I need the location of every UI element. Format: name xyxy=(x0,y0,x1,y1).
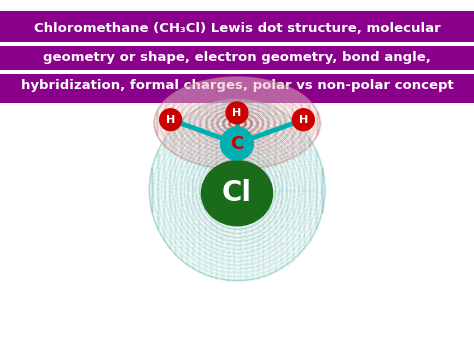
Circle shape xyxy=(220,127,254,160)
Ellipse shape xyxy=(154,77,320,169)
Ellipse shape xyxy=(201,161,273,226)
Circle shape xyxy=(160,109,182,131)
Circle shape xyxy=(292,109,314,131)
Text: H: H xyxy=(299,115,308,125)
Bar xyxy=(0,40,474,74)
Ellipse shape xyxy=(149,99,325,280)
Text: hybridization, formal charges, polar vs non-polar concept: hybridization, formal charges, polar vs … xyxy=(21,79,453,92)
Text: C: C xyxy=(230,135,244,153)
Text: H: H xyxy=(166,115,175,125)
Bar xyxy=(0,42,474,46)
Text: Chloromethane (CH₃Cl) Lewis dot structure, molecular: Chloromethane (CH₃Cl) Lewis dot structur… xyxy=(34,22,440,35)
Text: geometry or shape, electron geometry, bond angle,: geometry or shape, electron geometry, bo… xyxy=(43,51,431,64)
Bar xyxy=(0,69,474,103)
Bar xyxy=(0,11,474,45)
Text: Cl: Cl xyxy=(222,179,252,207)
Circle shape xyxy=(226,102,248,124)
Bar xyxy=(0,70,474,74)
Text: H: H xyxy=(232,108,242,118)
